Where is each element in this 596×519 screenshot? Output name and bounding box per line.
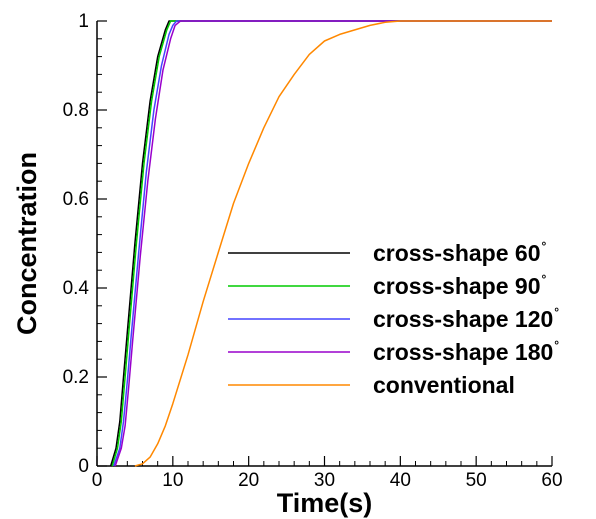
legend-degree-mark: ° [541,239,546,253]
y-axis-title: Concentration [12,152,42,335]
legend: cross-shape 60° cross-shape 90° cross-shap… [228,239,559,398]
x-tick-label: 0 [92,470,103,491]
legend-label-3: cross-shape 120° [373,305,559,332]
y-tick-label: 0.2 [63,367,89,388]
legend-label-4: cross-shape 180° [373,338,559,365]
legend-label-1: cross-shape 60° [373,239,546,266]
x-tick-label: 50 [466,470,487,491]
x-tick-label: 40 [390,470,411,491]
x-tick-label: 20 [238,470,259,491]
legend-label-5: conventional [373,372,515,398]
legend-degree-mark: ° [554,338,559,352]
series-line-4 [114,20,552,467]
series-line-5 [134,20,552,467]
x-tick-label: 60 [541,470,562,491]
y-tick-label: 0.4 [63,278,90,299]
legend-degree-mark: ° [541,272,546,286]
x-axis-title: Time(s) [277,488,373,518]
y-ticks: 0 0.2 0.4 0.6 0.8 1 [63,11,107,477]
y-tick-label: 1 [78,11,89,32]
x-tick-label: 30 [314,470,335,491]
legend-label-2: cross-shape 90° [373,272,546,299]
y-tick-label: 0.6 [63,189,89,210]
series-lines [109,20,552,467]
y-tick-label: 0 [78,456,89,477]
x-ticks: 0 10 20 30 40 50 60 [92,456,563,491]
x-tick-label: 10 [162,470,183,491]
legend-degree-mark: ° [554,305,559,319]
y-tick-label: 0.8 [63,100,89,121]
axes: 0 10 20 30 40 50 60 0 0.2 0.4 0.6 0.8 1 Time(s) Con… [12,11,563,518]
